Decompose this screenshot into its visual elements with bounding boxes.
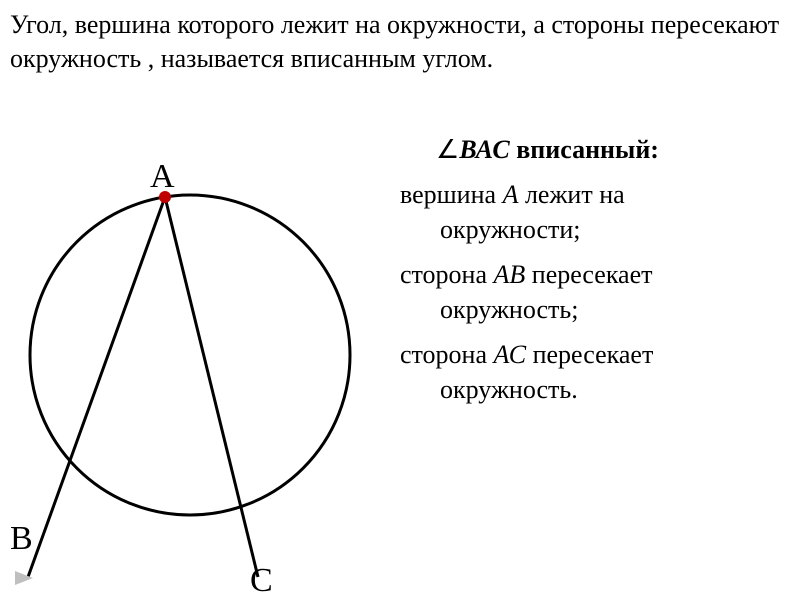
t: сторона <box>400 340 494 369</box>
angle-name: ВАС <box>459 135 509 164</box>
arrow-poly <box>15 571 33 585</box>
explanation-text: ∠ВАС вписанный: вершина А лежит на окруж… <box>400 135 780 418</box>
vertex-statement: вершина А лежит на окружности; <box>400 177 780 247</box>
t: вершина <box>400 180 503 209</box>
diagram: A B C <box>0 80 370 580</box>
line-ac <box>165 197 258 577</box>
definition-text: Угол, вершина которого лежит на окружнос… <box>10 8 790 76</box>
t: сторона <box>400 260 494 289</box>
t: окружность. <box>400 372 780 407</box>
inscribed-label: вписанный: <box>510 135 659 164</box>
t: А <box>503 180 519 209</box>
circle <box>30 195 350 515</box>
angle-symbol: ∠ <box>436 135 459 164</box>
t: пересекает <box>525 260 652 289</box>
angle-inscribed-line: ∠ВАС вписанный: <box>436 135 780 165</box>
slide-arrow-icon <box>15 571 33 590</box>
t: АС <box>494 340 527 369</box>
line-ab <box>28 197 165 577</box>
t: пересекает <box>526 340 653 369</box>
t: окружность; <box>400 292 780 327</box>
t: лежит на <box>518 180 624 209</box>
geometry-svg <box>0 80 370 580</box>
t: АВ <box>494 260 526 289</box>
t: окружности; <box>400 212 780 247</box>
label-a: A <box>150 158 175 196</box>
label-c: C <box>250 562 273 600</box>
side-ab-statement: сторона АВ пересекает окружность; <box>400 257 780 327</box>
side-ac-statement: сторона АС пересекает окружность. <box>400 337 780 407</box>
label-b: B <box>10 520 33 558</box>
